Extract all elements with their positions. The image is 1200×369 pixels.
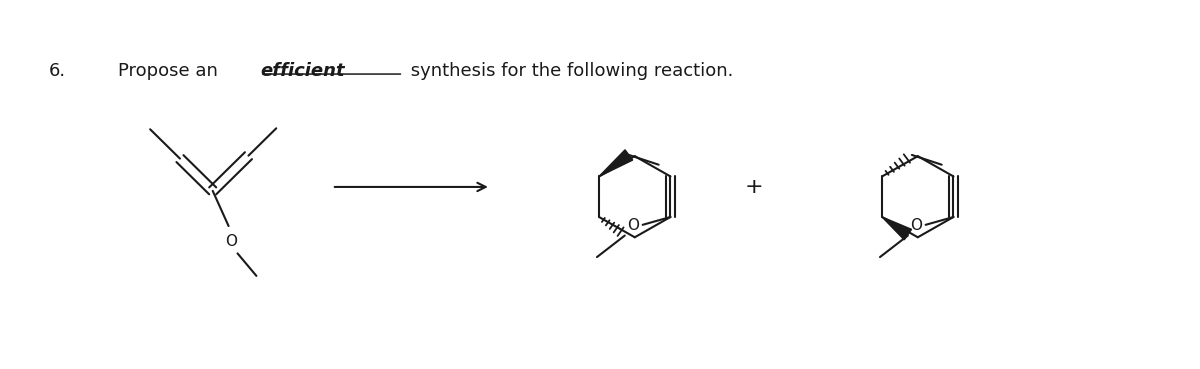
Text: synthesis for the following reaction.: synthesis for the following reaction. — [406, 62, 733, 80]
Text: efficient: efficient — [260, 62, 344, 80]
Text: Propose an: Propose an — [119, 62, 224, 80]
Text: +: + — [745, 177, 763, 197]
Text: O: O — [226, 234, 238, 249]
Text: 6.: 6. — [49, 62, 66, 80]
Polygon shape — [882, 217, 912, 240]
Text: O: O — [910, 218, 922, 233]
Text: O: O — [626, 218, 638, 233]
Polygon shape — [599, 150, 632, 176]
